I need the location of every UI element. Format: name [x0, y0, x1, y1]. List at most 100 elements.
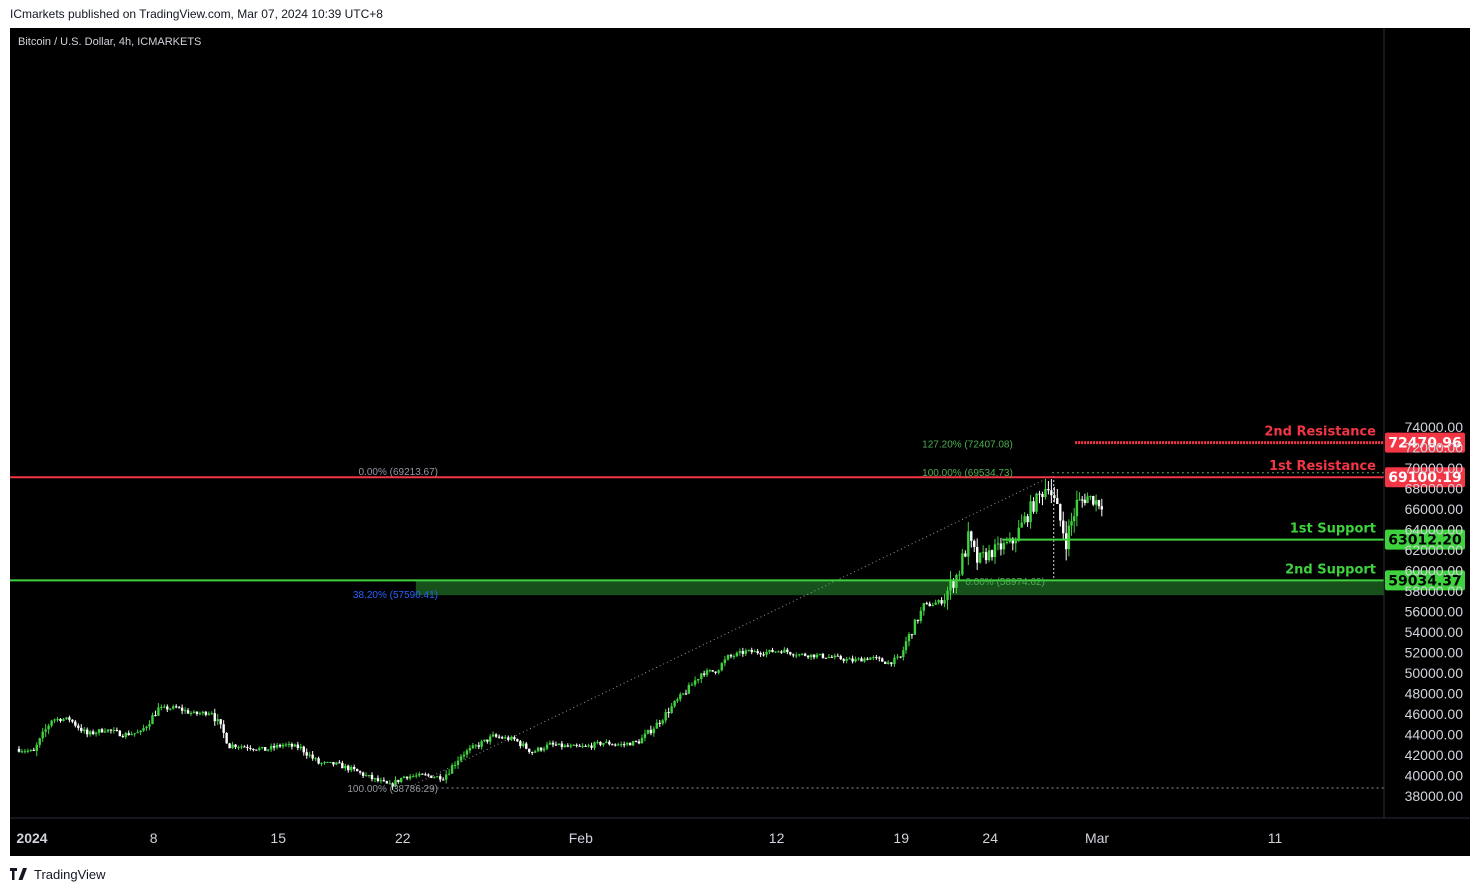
candle-body	[320, 762, 323, 764]
candle-body	[302, 746, 305, 753]
x-tick-label: 22	[395, 830, 411, 846]
level-label: 2nd Resistance	[1264, 425, 1376, 440]
candle-body	[504, 737, 507, 739]
candle	[987, 544, 991, 563]
candle-body	[228, 743, 231, 749]
candle-body	[71, 719, 74, 722]
candle-body	[216, 719, 219, 722]
candle	[566, 743, 569, 748]
candle-body	[29, 749, 33, 751]
candle-body	[1026, 516, 1029, 523]
candle	[655, 719, 658, 729]
candle	[219, 719, 222, 729]
candle	[20, 749, 24, 754]
candle	[376, 775, 380, 783]
candle	[690, 682, 694, 686]
candle-body	[987, 550, 991, 561]
candle-body	[471, 745, 475, 749]
candle-body	[1056, 498, 1059, 505]
candle-body	[299, 746, 302, 749]
candle-body	[347, 765, 350, 771]
candle	[664, 708, 667, 724]
candle	[264, 747, 267, 751]
candle-body	[246, 746, 249, 749]
candle	[622, 741, 626, 748]
candle-body	[1097, 500, 1101, 507]
candle-body	[86, 729, 89, 735]
candle	[121, 734, 124, 738]
candle-body	[50, 720, 53, 726]
candle-body	[798, 654, 801, 656]
chart-panel[interactable]: 2nd Resistance 72470.96 1st Resistance 6910…	[10, 28, 1470, 856]
candle	[830, 655, 834, 658]
candle	[777, 650, 780, 653]
candle-body	[587, 745, 590, 747]
candle	[1047, 481, 1050, 495]
y-tick-label: 68000.00	[1405, 481, 1464, 497]
candle-body	[364, 775, 368, 777]
y-tick-label: 70000.00	[1405, 460, 1464, 476]
candle-body	[376, 778, 380, 781]
candle	[919, 607, 923, 624]
candle	[427, 773, 430, 778]
candle-body	[696, 679, 700, 681]
candle	[320, 762, 323, 767]
candle	[617, 742, 620, 746]
candle	[729, 653, 733, 659]
candle	[708, 669, 712, 673]
candle-body	[32, 749, 35, 751]
candle	[41, 727, 44, 742]
candle-body	[38, 738, 41, 745]
candle	[824, 657, 828, 659]
candle	[1008, 532, 1012, 544]
candle-body	[949, 580, 952, 591]
candle	[136, 729, 139, 734]
candle-body	[180, 707, 184, 711]
candle-body	[899, 656, 902, 658]
candle	[720, 662, 723, 672]
candle	[792, 653, 795, 658]
candle	[955, 573, 958, 594]
candle-body	[91, 731, 95, 735]
candle	[1094, 494, 1098, 512]
candle	[705, 668, 709, 677]
candle	[875, 654, 878, 660]
candle-body	[350, 766, 353, 771]
candle	[421, 773, 424, 775]
candle	[899, 656, 902, 659]
candle	[789, 651, 792, 656]
candle	[177, 705, 181, 709]
candle	[845, 656, 848, 664]
candle-body	[436, 776, 439, 778]
candle	[976, 538, 979, 570]
candle-body	[984, 552, 988, 561]
candle-body	[821, 653, 825, 658]
candle	[1073, 507, 1076, 533]
candle-body	[590, 745, 593, 748]
price-chart[interactable]: 2nd Resistance 72470.96 1st Resistance 6910…	[10, 28, 1470, 856]
candle-body	[192, 711, 196, 713]
candle	[931, 602, 934, 607]
candle	[528, 748, 531, 754]
candle-body	[317, 758, 320, 764]
candle-body	[700, 673, 703, 680]
candle	[29, 749, 33, 752]
candle	[531, 751, 534, 756]
candle-body	[255, 749, 258, 751]
candle-body	[1017, 527, 1020, 541]
candle	[74, 720, 77, 728]
candle	[124, 731, 127, 740]
candle	[350, 765, 353, 773]
candle	[732, 654, 736, 660]
candle	[1056, 489, 1059, 505]
candle	[347, 764, 350, 773]
candle	[1032, 497, 1035, 514]
candle	[522, 741, 525, 748]
candle	[1053, 486, 1056, 503]
candle-body	[486, 739, 489, 742]
candle-body	[494, 734, 498, 737]
candle-body	[863, 658, 866, 662]
candle	[696, 678, 700, 684]
candle	[175, 704, 178, 709]
candle	[450, 763, 454, 774]
